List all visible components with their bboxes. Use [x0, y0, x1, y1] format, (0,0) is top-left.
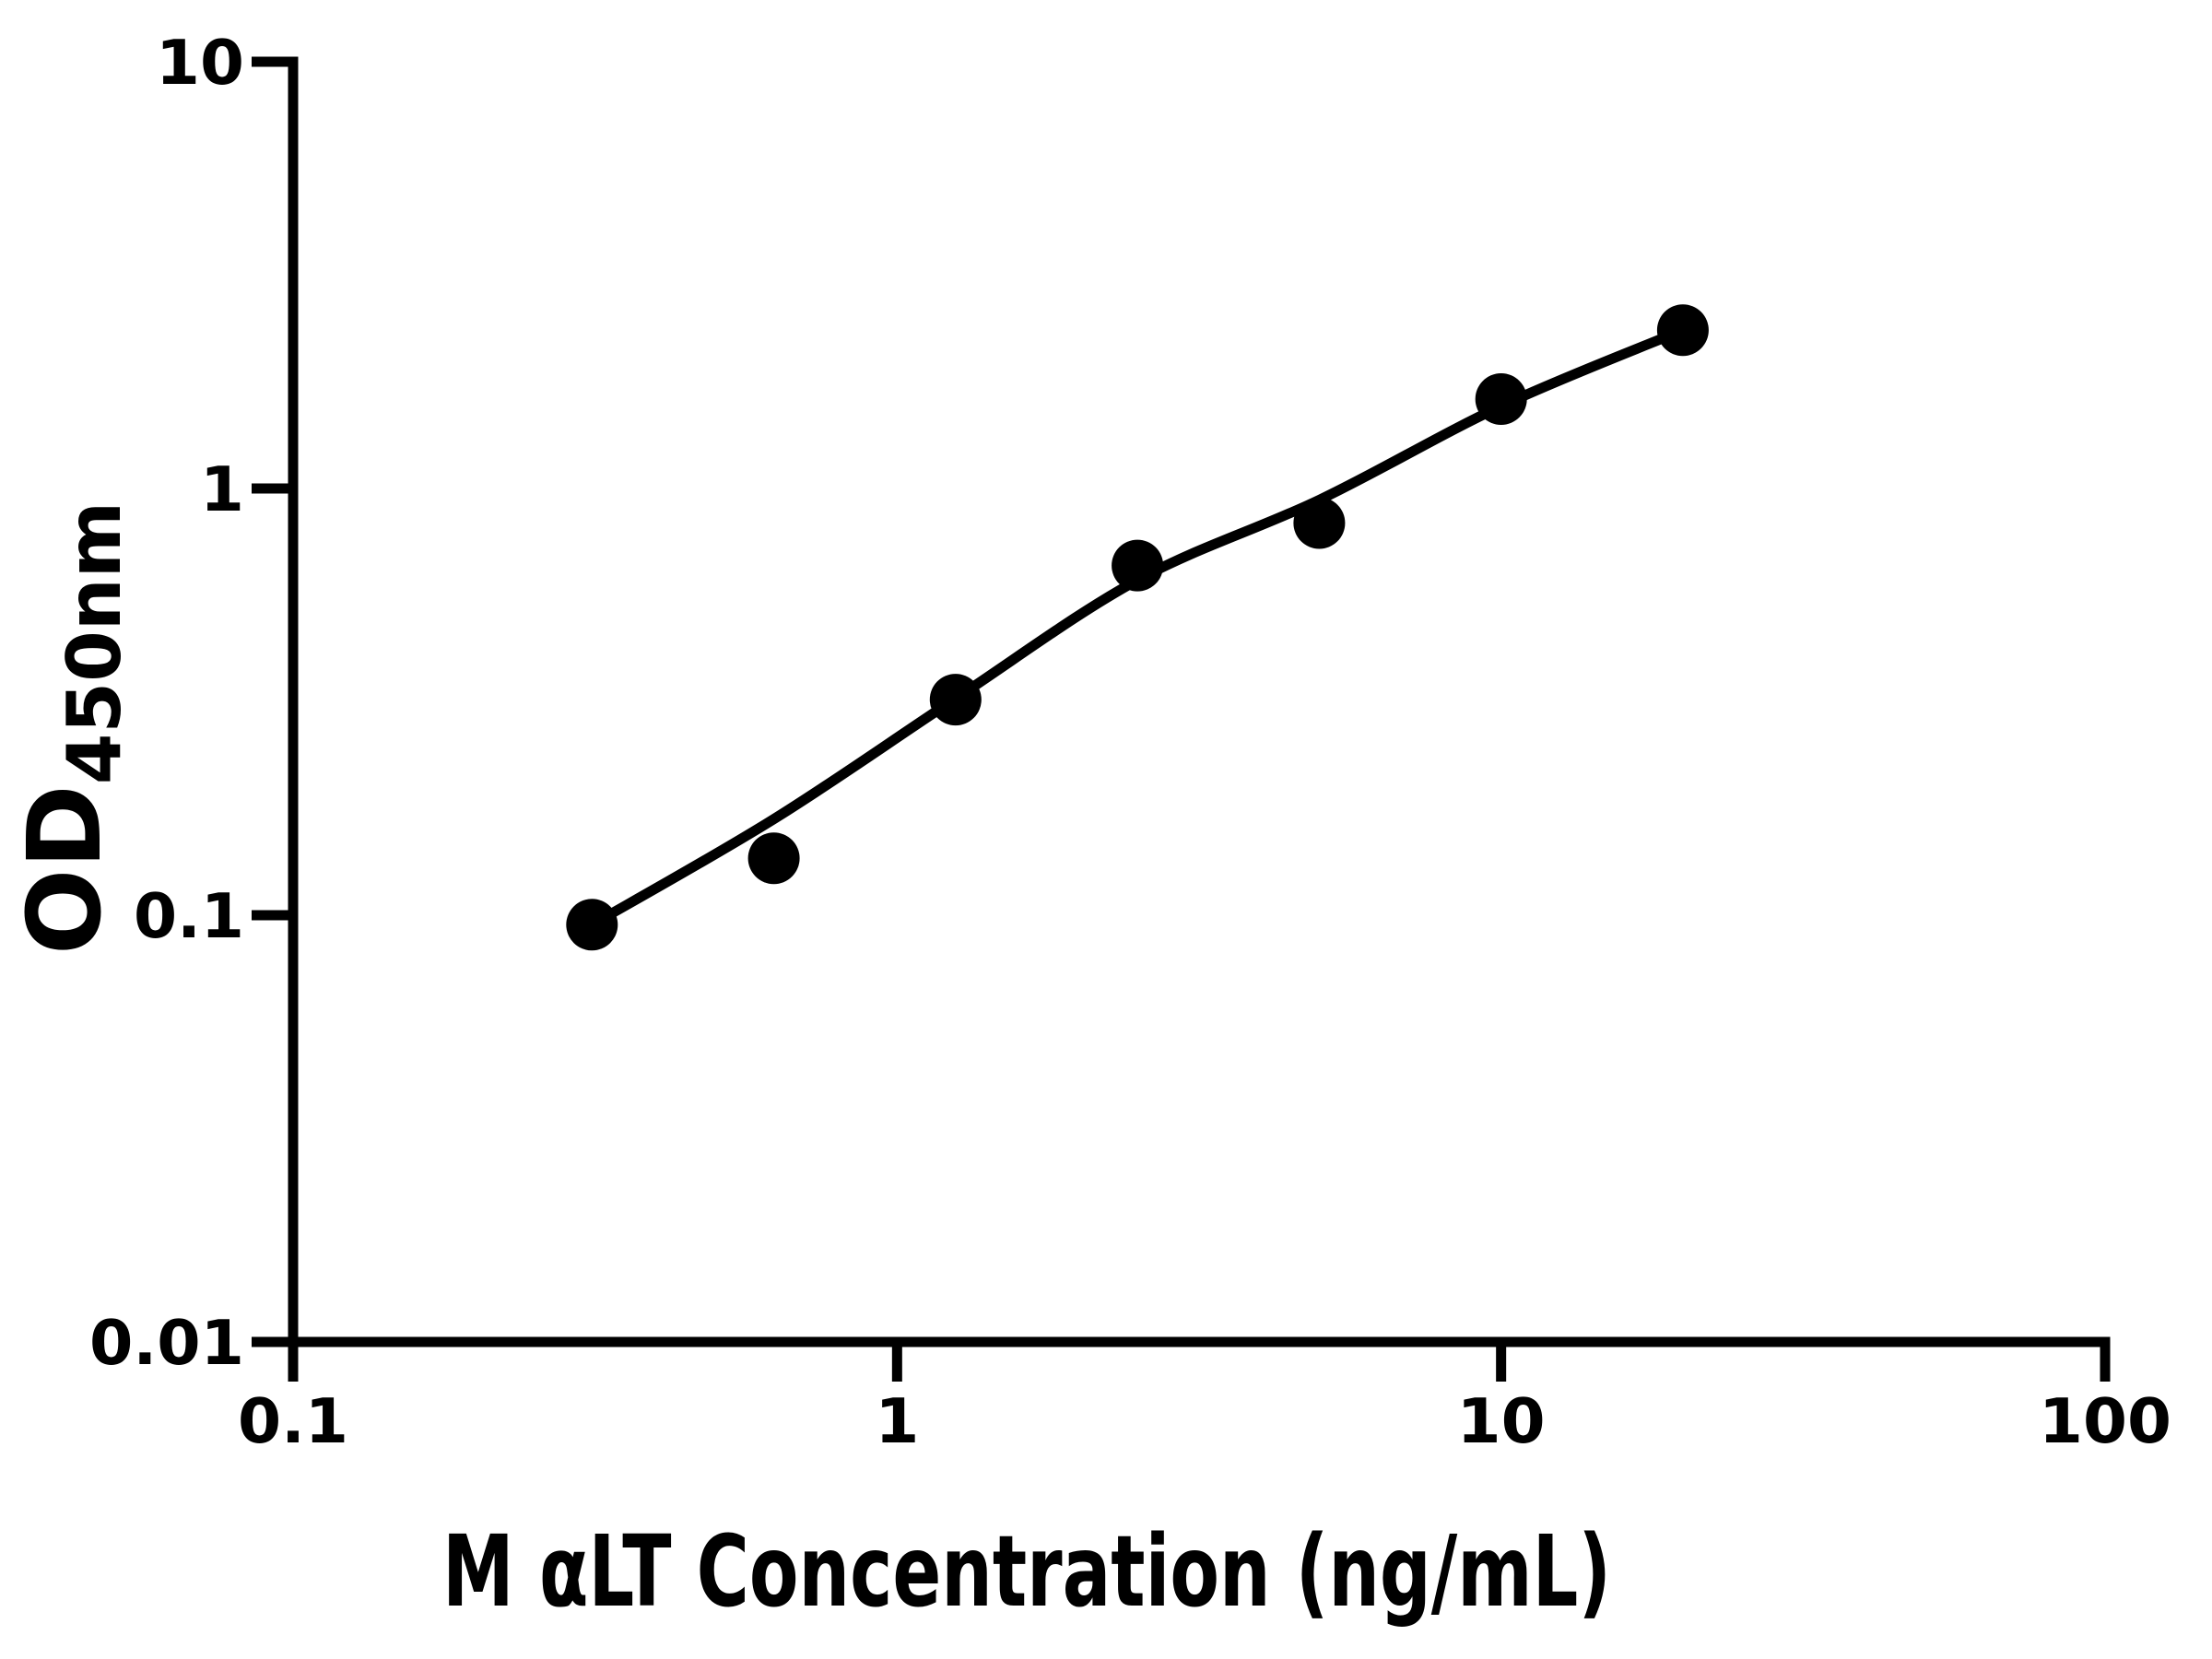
fit-curve-path	[589, 325, 1686, 930]
data-point	[1475, 373, 1527, 425]
x-tick-label: 1	[875, 1385, 919, 1457]
y-axis-title: OD450nm	[6, 501, 137, 955]
axis-spines	[288, 56, 2111, 1347]
data-point	[566, 899, 618, 951]
fit-curve	[589, 325, 1686, 930]
y-tick-label: 10	[156, 27, 244, 99]
axes	[288, 56, 2111, 1347]
y-tick-label: 0.1	[134, 880, 244, 952]
data-points	[566, 304, 1709, 951]
y-axis-title-subscript: 450nm	[52, 501, 137, 784]
axis-ticks	[252, 56, 2111, 1382]
x-tick-label: 100	[2039, 1385, 2171, 1457]
x-tick-label: 0.1	[238, 1385, 348, 1457]
data-point	[929, 674, 982, 726]
data-point	[747, 832, 800, 885]
data-point	[1293, 497, 1346, 549]
y-tick-label: 0.01	[89, 1307, 244, 1379]
data-point	[1656, 304, 1709, 357]
x-axis-title: M αLT Concentration (ng/mL)	[442, 1515, 1611, 1630]
y-axis-title-main: OD	[6, 784, 124, 955]
data-point	[1112, 539, 1164, 592]
y-tick-label: 1	[200, 453, 244, 525]
x-tick-label: 10	[1457, 1385, 1546, 1457]
